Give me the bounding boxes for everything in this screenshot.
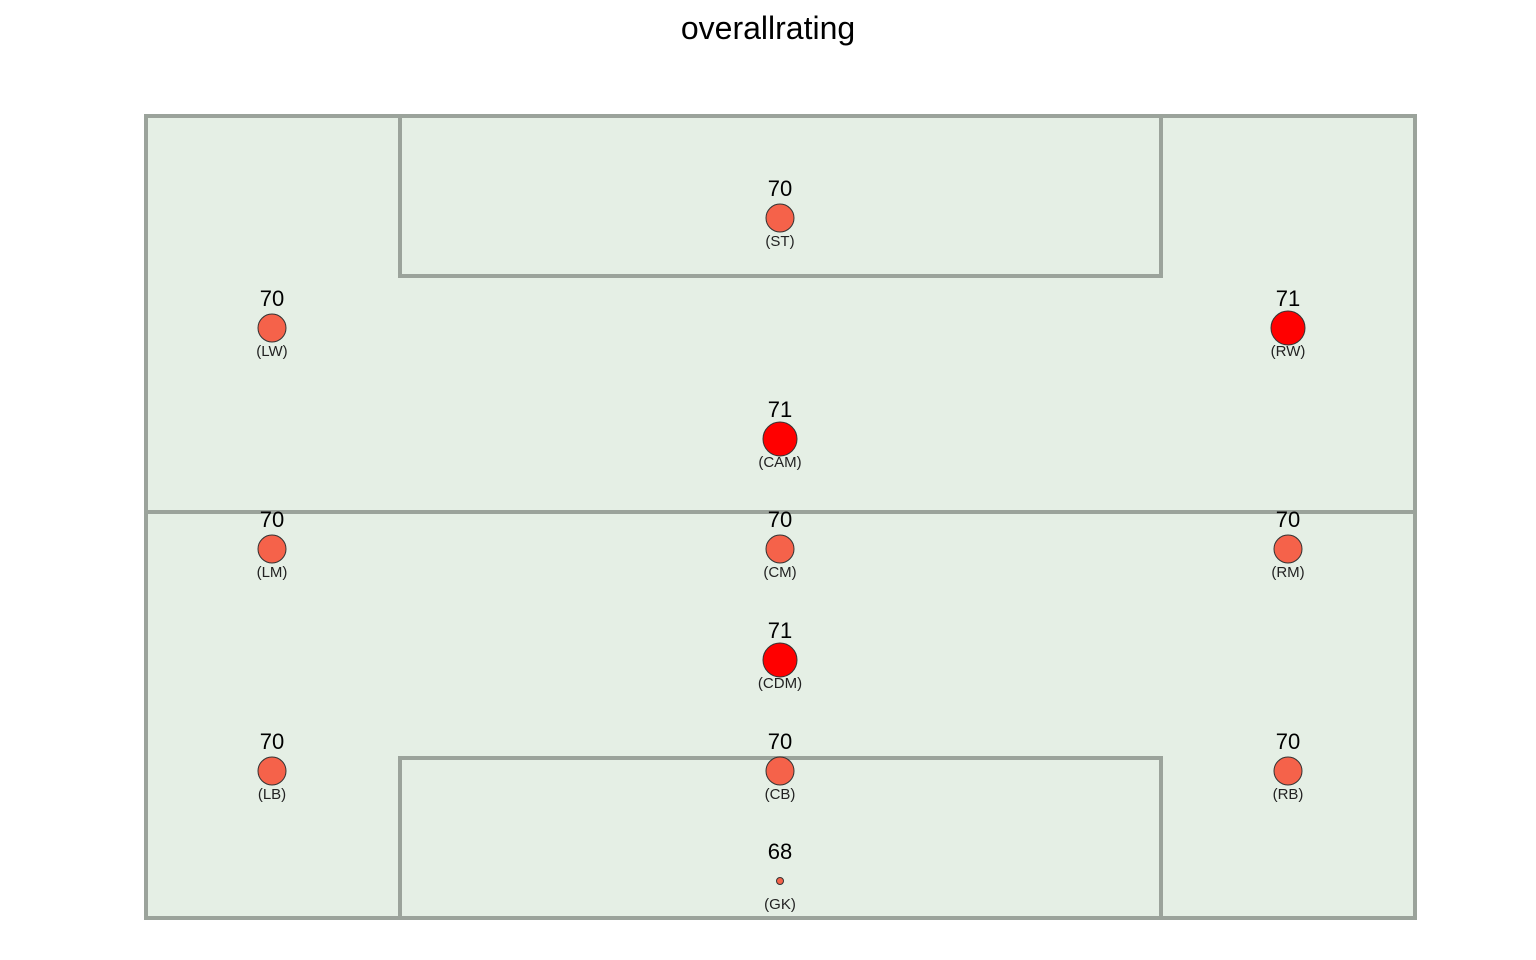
player-point: 71 (CDM) bbox=[758, 618, 802, 692]
player-point: 68 (GK) bbox=[764, 839, 796, 913]
rating-value-label: 71 bbox=[768, 397, 792, 422]
player-point: 70 (CB) bbox=[765, 729, 796, 803]
rating-marker bbox=[1270, 310, 1306, 346]
rating-marker bbox=[1273, 756, 1303, 786]
chart-title: overallrating bbox=[680, 10, 856, 46]
rating-marker bbox=[765, 756, 795, 786]
rating-marker bbox=[762, 421, 798, 457]
position-label: (CM) bbox=[763, 564, 796, 581]
position-label: (RW) bbox=[1271, 343, 1306, 360]
top-penalty-box bbox=[398, 116, 1163, 278]
player-point: 70 (LM) bbox=[257, 507, 288, 581]
player-point: 70 (ST) bbox=[765, 176, 794, 250]
rating-value-label: 70 bbox=[768, 507, 792, 532]
position-label: (CAM) bbox=[758, 454, 801, 471]
player-point: 71 (CAM) bbox=[758, 397, 801, 471]
rating-value-label: 71 bbox=[1276, 286, 1300, 311]
rating-value-label: 70 bbox=[1276, 507, 1300, 532]
rating-value-label: 70 bbox=[260, 507, 284, 532]
position-label: (LM) bbox=[257, 564, 288, 581]
position-label: (CB) bbox=[765, 786, 796, 803]
player-point: 70 (LB) bbox=[257, 729, 287, 803]
player-point: 70 (CM) bbox=[763, 507, 796, 581]
player-point: 71 (RW) bbox=[1270, 286, 1306, 360]
position-label: (RM) bbox=[1271, 564, 1304, 581]
rating-marker bbox=[257, 313, 287, 343]
position-label: (ST) bbox=[765, 233, 794, 250]
rating-value-label: 70 bbox=[1276, 729, 1300, 754]
rating-marker bbox=[257, 756, 287, 786]
rating-value-label: 70 bbox=[768, 729, 792, 754]
position-label: (RB) bbox=[1273, 786, 1304, 803]
rating-marker bbox=[765, 534, 795, 564]
player-point: 70 (RB) bbox=[1273, 729, 1304, 803]
rating-marker bbox=[765, 203, 795, 233]
player-point: 70 (LW) bbox=[256, 286, 287, 360]
position-label: (LW) bbox=[256, 343, 287, 360]
position-label: (CDM) bbox=[758, 675, 802, 692]
rating-value-label: 71 bbox=[768, 618, 792, 643]
rating-value-label: 70 bbox=[260, 729, 284, 754]
player-point: 70 (RM) bbox=[1271, 507, 1304, 581]
position-label: (LB) bbox=[258, 786, 286, 803]
rating-marker bbox=[1273, 534, 1303, 564]
rating-value-label: 68 bbox=[768, 839, 792, 864]
rating-marker bbox=[776, 877, 784, 885]
rating-value-label: 70 bbox=[260, 286, 284, 311]
rating-marker bbox=[257, 534, 287, 564]
rating-value-label: 70 bbox=[768, 176, 792, 201]
points-layer: 70 (ST) 70 (LW) 71 (RW) 71 (CAM) 70 (LM) 70 (CM) 70 (… bbox=[256, 176, 1306, 913]
position-label: (GK) bbox=[764, 896, 796, 913]
rating-marker bbox=[762, 642, 798, 678]
